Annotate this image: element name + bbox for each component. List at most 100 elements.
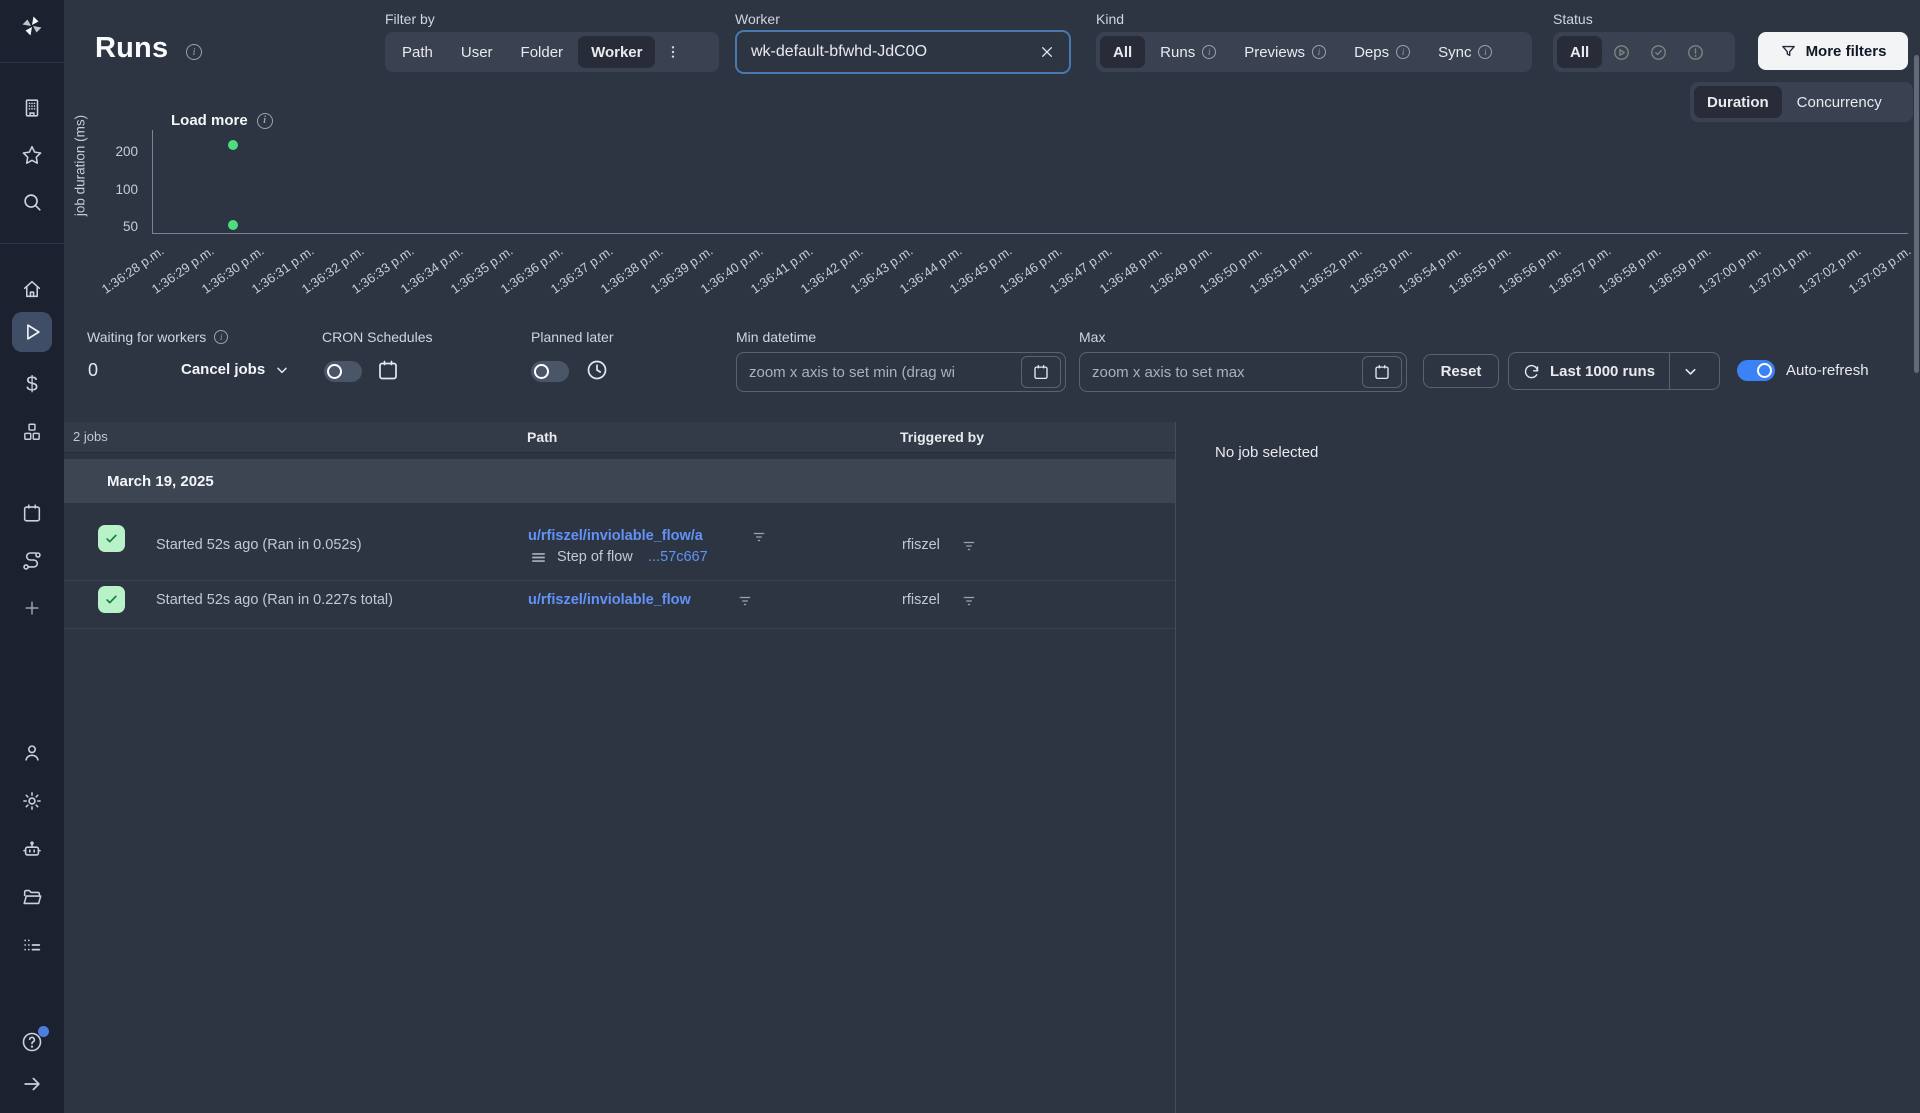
filter-option-folder[interactable]: Folder [520,43,564,61]
job-path-link[interactable]: u/rfiszel/inviolable_flow/a [528,528,703,544]
status-label: Status [1553,11,1593,27]
no-job-selected-message: No job selected [1215,444,1319,461]
cron-schedules-toggle[interactable] [324,361,362,382]
add-plus-icon[interactable] [20,596,44,620]
content-split: 2 jobs Path Triggered by March 19, 2025 … [64,422,1920,1113]
chart-view-segmented: Duration Concurrency [1690,82,1913,122]
job-path-link[interactable]: u/rfiszel/inviolable_flow [528,592,691,608]
scatter-point[interactable] [227,140,238,151]
flow-step-lines-icon [530,549,547,566]
clear-worker-icon[interactable] [1039,44,1055,60]
sidebar-divider [0,243,64,244]
filter-option-user[interactable]: User [460,43,493,61]
workers-robot-icon[interactable] [20,837,44,861]
runs-window-dropdown[interactable]: Last 1000 runs [1508,352,1720,390]
planned-later-toggle[interactable] [531,361,569,382]
funnel-icon [1780,43,1797,60]
y-axis-tick-label: 100 [115,181,138,197]
job-detail-pane: No job selected [1176,422,1920,1113]
schedules-calendar-icon[interactable] [20,501,44,525]
favorites-star-icon[interactable] [20,143,44,167]
home-icon[interactable] [20,277,44,301]
scatter-point[interactable] [227,219,238,230]
filter-option-worker[interactable]: Worker [578,36,656,68]
search-icon[interactable] [20,190,44,214]
collapse-arrow-right-icon[interactable] [20,1072,44,1096]
triggered-by-user: rfiszel [902,537,940,553]
chart-view-duration[interactable]: Duration [1694,86,1782,118]
min-datetime-input[interactable] [749,363,1021,381]
max-datetime-calendar-icon[interactable] [1362,356,1402,388]
y-axis-tick-label: 200 [115,144,138,159]
min-datetime-wrapper [736,352,1066,392]
main-area: Runs i Filter by Path User Folder Worker… [64,0,1920,1113]
cron-calendar-icon[interactable] [376,358,400,387]
success-check-badge [98,586,125,613]
more-filters-button[interactable]: More filters [1758,32,1908,70]
triggered-by-user: rfiszel [902,592,940,608]
row-separator [64,628,1175,629]
kind-option-sync[interactable]: Sync i [1425,36,1505,68]
job-started-text: Started 52s ago (Ran in 0.227s total) [156,592,393,608]
runs-window-main[interactable]: Last 1000 runs [1509,363,1669,380]
flows-route-icon[interactable] [20,549,44,573]
chart-view-concurrency[interactable]: Concurrency [1796,93,1882,111]
reset-button[interactable]: Reset [1423,354,1499,388]
flow-id-link[interactable]: ...57c667 [648,549,708,565]
info-icon: i [1312,45,1327,59]
refresh-icon [1524,364,1539,378]
settings-gear-icon[interactable] [20,789,44,813]
date-group-row: March 19, 2025 [64,459,1175,503]
help-icon[interactable] [20,1030,44,1054]
status-option-all[interactable]: All [1557,36,1603,68]
filter-more-kebab-icon[interactable] [657,36,689,68]
button-divider [1669,353,1671,389]
runs-play-icon[interactable] [20,320,44,344]
windmill-logo-icon[interactable] [20,14,44,38]
load-more-button[interactable]: Load more i [171,112,273,129]
filter-by-label: Filter by [385,11,435,27]
min-datetime-calendar-icon[interactable] [1021,356,1061,388]
workspace-building-icon[interactable] [20,96,44,120]
vertical-scrollbar-thumb[interactable] [1914,55,1919,373]
user-icon[interactable] [20,741,44,765]
kind-option-runs[interactable]: Runs i [1147,36,1229,68]
filter-by-path-icon[interactable] [752,530,766,544]
page-title-info-icon[interactable]: i [186,44,202,60]
kind-option-all[interactable]: All [1100,36,1146,68]
info-icon: i [1202,45,1217,59]
filter-by-path-icon[interactable] [738,594,752,608]
kind-option-previews[interactable]: Previews i [1231,36,1339,68]
status-failure-alert-circle-icon[interactable] [1678,36,1713,68]
filter-by-user-icon[interactable] [962,539,976,553]
load-more-info-icon: i [256,112,273,129]
x-axis-line[interactable] [152,233,1908,234]
waiting-for-workers-label: Waiting for workers i [87,329,229,345]
filter-option-path[interactable]: Path [402,43,433,61]
planned-later-label: Planned later [531,329,614,345]
runs-window-chevron[interactable] [1670,363,1711,380]
kind-segmented: All Runs i Previews i Deps i Sync i [1096,32,1532,72]
column-header-path[interactable]: Path [527,429,558,445]
audit-list-icon[interactable] [20,933,44,957]
worker-filter-input[interactable] [751,43,1039,61]
y-axis-line [152,130,153,233]
cancel-jobs-dropdown[interactable]: Cancel jobs [181,361,290,378]
kind-label: Kind [1096,11,1125,27]
y-axis-label: job duration (ms) [72,114,88,217]
max-datetime-input[interactable] [1092,363,1362,381]
folders-icon[interactable] [20,885,44,909]
chevron-down-icon [1685,368,1696,375]
check-icon [106,595,117,604]
filter-by-user-icon[interactable] [962,594,976,608]
auto-refresh-toggle[interactable] [1737,360,1775,381]
column-header-triggered-by[interactable]: Triggered by [900,429,985,445]
status-success-check-circle-icon[interactable] [1641,36,1676,68]
billing-dollar-icon[interactable]: $ [26,373,38,396]
kind-option-deps[interactable]: Deps i [1341,36,1423,68]
planned-clock-icon[interactable] [585,358,609,387]
resources-cubes-icon[interactable] [20,420,44,444]
sidebar-item-runs-selected[interactable] [12,312,52,352]
step-of-flow-text: Step of flow [557,549,633,565]
status-running-play-circle-icon[interactable] [1604,36,1639,68]
